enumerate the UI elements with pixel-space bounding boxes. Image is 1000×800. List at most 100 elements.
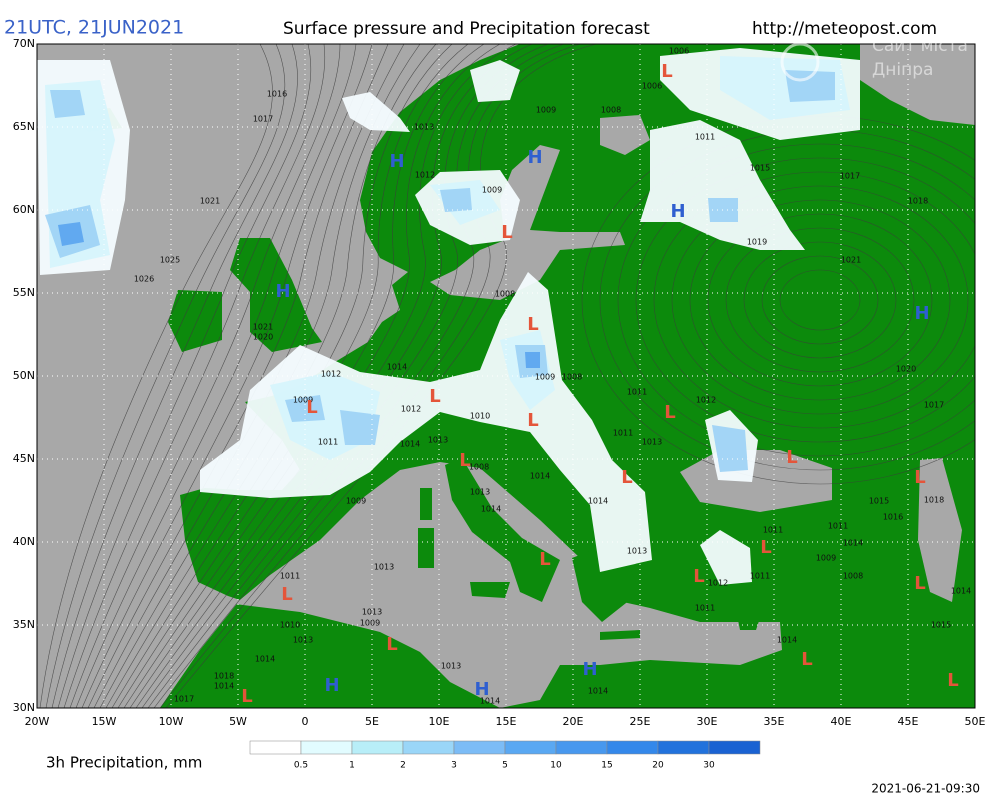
isobar-label: 1013 xyxy=(441,662,461,671)
precipitation xyxy=(640,120,805,250)
isobar xyxy=(707,213,933,387)
precipitation xyxy=(440,188,472,212)
isobar-label: 1018 xyxy=(908,197,928,206)
isobar-label: 1010 xyxy=(470,412,490,421)
isobar-label: 1013 xyxy=(362,608,382,617)
sea-basin xyxy=(860,44,975,125)
legend-swatch xyxy=(708,740,761,755)
isobar xyxy=(779,269,861,331)
isobar-label: 1012 xyxy=(696,396,716,405)
isobar-label: 1013 xyxy=(470,488,490,497)
isobar-label: 1011 xyxy=(318,438,338,447)
pressure-center: L xyxy=(459,450,470,471)
isobar-label: 1008 xyxy=(562,373,582,382)
isobar-label: 1025 xyxy=(160,256,180,265)
lon-label: 25E xyxy=(630,715,651,728)
isobar-label: 1018 xyxy=(924,496,944,505)
isobar-label: 1011 xyxy=(280,572,300,581)
isobar xyxy=(57,44,312,708)
legend-swatch xyxy=(555,740,608,755)
isobar-label: 1013 xyxy=(642,438,662,447)
isobar-label: 1017 xyxy=(924,401,944,410)
isobar xyxy=(153,44,565,708)
island xyxy=(418,528,434,568)
pressure-center: L xyxy=(664,402,675,423)
isobar-label: 1015 xyxy=(931,621,951,630)
isobar-label: 1009 xyxy=(482,186,502,195)
pressure-center: H xyxy=(474,679,489,700)
sea-basin xyxy=(600,115,650,155)
lat-label: 40N xyxy=(13,535,35,548)
isobar-label: 1011 xyxy=(695,604,715,613)
isobar-label: 1021 xyxy=(200,197,220,206)
isobar-label: 1014 xyxy=(255,655,275,664)
isobar-label: 1008 xyxy=(469,463,489,472)
legend-level: 5 xyxy=(502,761,508,771)
isobar-label: 1011 xyxy=(627,388,647,397)
pressure-center: H xyxy=(527,147,542,168)
precipitation xyxy=(50,90,85,118)
pressure-center: L xyxy=(527,314,538,335)
pressure-center: L xyxy=(306,397,317,418)
isobar-label: 1014 xyxy=(588,687,608,696)
lon-label: 15E xyxy=(496,715,517,728)
lat-label: 30N xyxy=(13,701,35,714)
lon-label: 5E xyxy=(365,715,379,728)
pressure-center: L xyxy=(281,584,292,605)
legend-level: 15 xyxy=(601,761,612,771)
legend-swatch xyxy=(504,740,557,755)
map-area: 1016 1017 1021 1025 1026 1013 1012 1009 1009 1008… xyxy=(37,44,975,708)
lon-label: 35E xyxy=(764,715,785,728)
island xyxy=(230,238,322,352)
isobar xyxy=(135,44,517,708)
isobar xyxy=(45,44,286,708)
lat-label: 60N xyxy=(13,203,35,216)
isobar-label: 1014 xyxy=(777,636,797,645)
pressure-center: H xyxy=(389,151,404,172)
precipitation xyxy=(700,530,752,585)
isobar-label: 1013 xyxy=(428,436,448,445)
isobar xyxy=(75,44,357,708)
lon-label: 20E xyxy=(563,715,584,728)
legend-level: 30 xyxy=(703,761,715,771)
isobar-label: 1017 xyxy=(840,172,860,181)
isobar-label: 1009 xyxy=(536,106,556,115)
legend-swatch xyxy=(351,740,404,755)
isobar-label: 1006 xyxy=(669,47,689,56)
isobar-label: 1016 xyxy=(883,513,903,522)
pressure-center: L xyxy=(801,649,812,670)
isobar xyxy=(63,44,326,708)
sea-basin xyxy=(918,458,962,602)
isobar-label: 1014 xyxy=(214,682,234,691)
legend-level: 20 xyxy=(652,761,664,771)
forecast-time: 21UTC, 21JUN2021 xyxy=(4,17,184,39)
isobar xyxy=(635,157,975,443)
legend-level: 2 xyxy=(400,761,406,771)
isobar-label: 1008 xyxy=(843,572,863,581)
precipitation xyxy=(285,395,325,422)
isobar xyxy=(159,44,581,708)
island xyxy=(738,618,760,630)
map-title: Surface pressure and Precipitation forec… xyxy=(283,19,650,39)
isobar-label: 1014 xyxy=(481,505,501,514)
precipitation xyxy=(712,425,748,472)
isobar-label: 1013 xyxy=(627,547,647,556)
island xyxy=(470,582,510,598)
isobar-label: 1018 xyxy=(214,672,234,681)
island xyxy=(168,290,222,352)
lon-label: 30E xyxy=(697,715,718,728)
pressure-center: L xyxy=(539,549,550,570)
precipitation xyxy=(58,222,84,246)
pressure-center: L xyxy=(429,386,440,407)
isobar xyxy=(123,44,485,708)
sea-basin xyxy=(430,145,625,300)
isobar-label: 1014 xyxy=(480,697,500,706)
isobar xyxy=(671,185,969,415)
isobar-label: 1020 xyxy=(253,333,273,342)
precipitation xyxy=(470,60,520,102)
isobar xyxy=(141,44,533,708)
isobar xyxy=(51,44,298,708)
isobar-label: 1008 xyxy=(495,290,515,299)
pressure-center: H xyxy=(582,659,597,680)
